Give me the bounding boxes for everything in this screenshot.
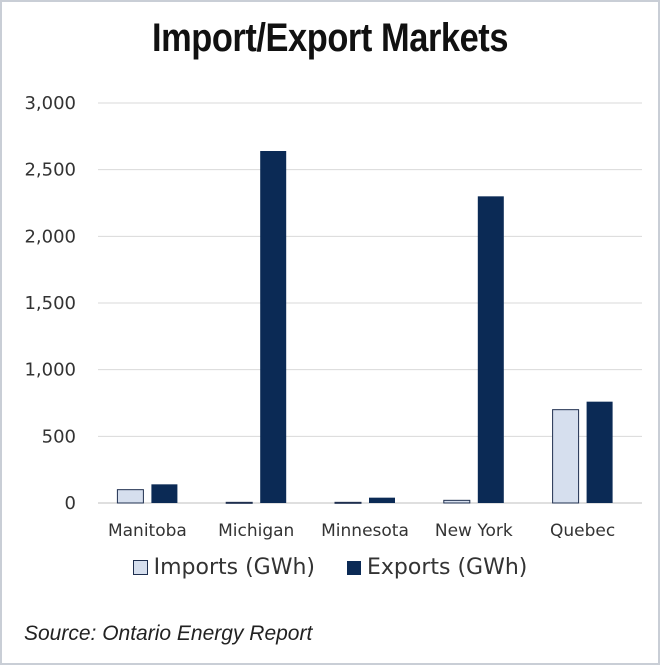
y-tick-label: 3,000 <box>24 93 76 114</box>
legend-swatch-exports <box>347 560 361 575</box>
bar-exports-manitoba <box>151 484 178 503</box>
y-tick-label: 1,000 <box>24 360 76 381</box>
bar-imports-new-york <box>443 499 471 504</box>
bar-imports-manitoba <box>116 489 144 504</box>
y-tick-label: 2,000 <box>24 226 76 247</box>
x-category-label: Minnesota <box>321 521 409 541</box>
y-axis-ticks: 0 500 1,000 1,500 2,000 2,500 3,000 <box>24 93 76 514</box>
legend-swatch-imports <box>132 560 148 575</box>
bar-imports-minnesota <box>334 501 362 504</box>
x-axis-labels: Manitoba Michigan Minnesota New York Quebec <box>108 521 615 541</box>
legend-item-imports: Imports (GWh) <box>132 555 315 580</box>
y-tick-label: 2,500 <box>24 160 76 181</box>
source-note: Source: Ontario Energy Report <box>24 622 313 645</box>
bars <box>116 151 613 504</box>
legend-label-imports: Imports (GWh) <box>153 555 315 580</box>
x-category-label: New York <box>435 521 513 541</box>
y-tick-label: 1,500 <box>24 293 76 314</box>
bar-exports-new-york <box>477 196 504 504</box>
y-tick-label: 500 <box>42 426 76 447</box>
x-category-label: Quebec <box>550 521 615 541</box>
bar-exports-quebec <box>586 401 613 503</box>
x-category-label: Michigan <box>218 521 294 541</box>
chart-title: Import/Export Markets <box>151 16 509 60</box>
legend-item-exports: Exports (GWh) <box>347 555 527 580</box>
bar-exports-minnesota <box>369 497 395 503</box>
bar-imports-quebec <box>552 409 580 504</box>
legend: Imports (GWh) Exports (GWh) <box>2 555 658 580</box>
legend-label-exports: Exports (GWh) <box>367 555 528 580</box>
bar-imports-michigan <box>225 501 253 504</box>
bar-chart: 0 500 1,000 1,500 2,000 2,500 3,000 Manitoba Mi… <box>24 93 642 541</box>
grid-lines <box>98 102 642 504</box>
x-category-label: Manitoba <box>108 521 187 541</box>
y-tick-label: 0 <box>65 493 76 514</box>
bar-exports-michigan <box>260 151 287 503</box>
